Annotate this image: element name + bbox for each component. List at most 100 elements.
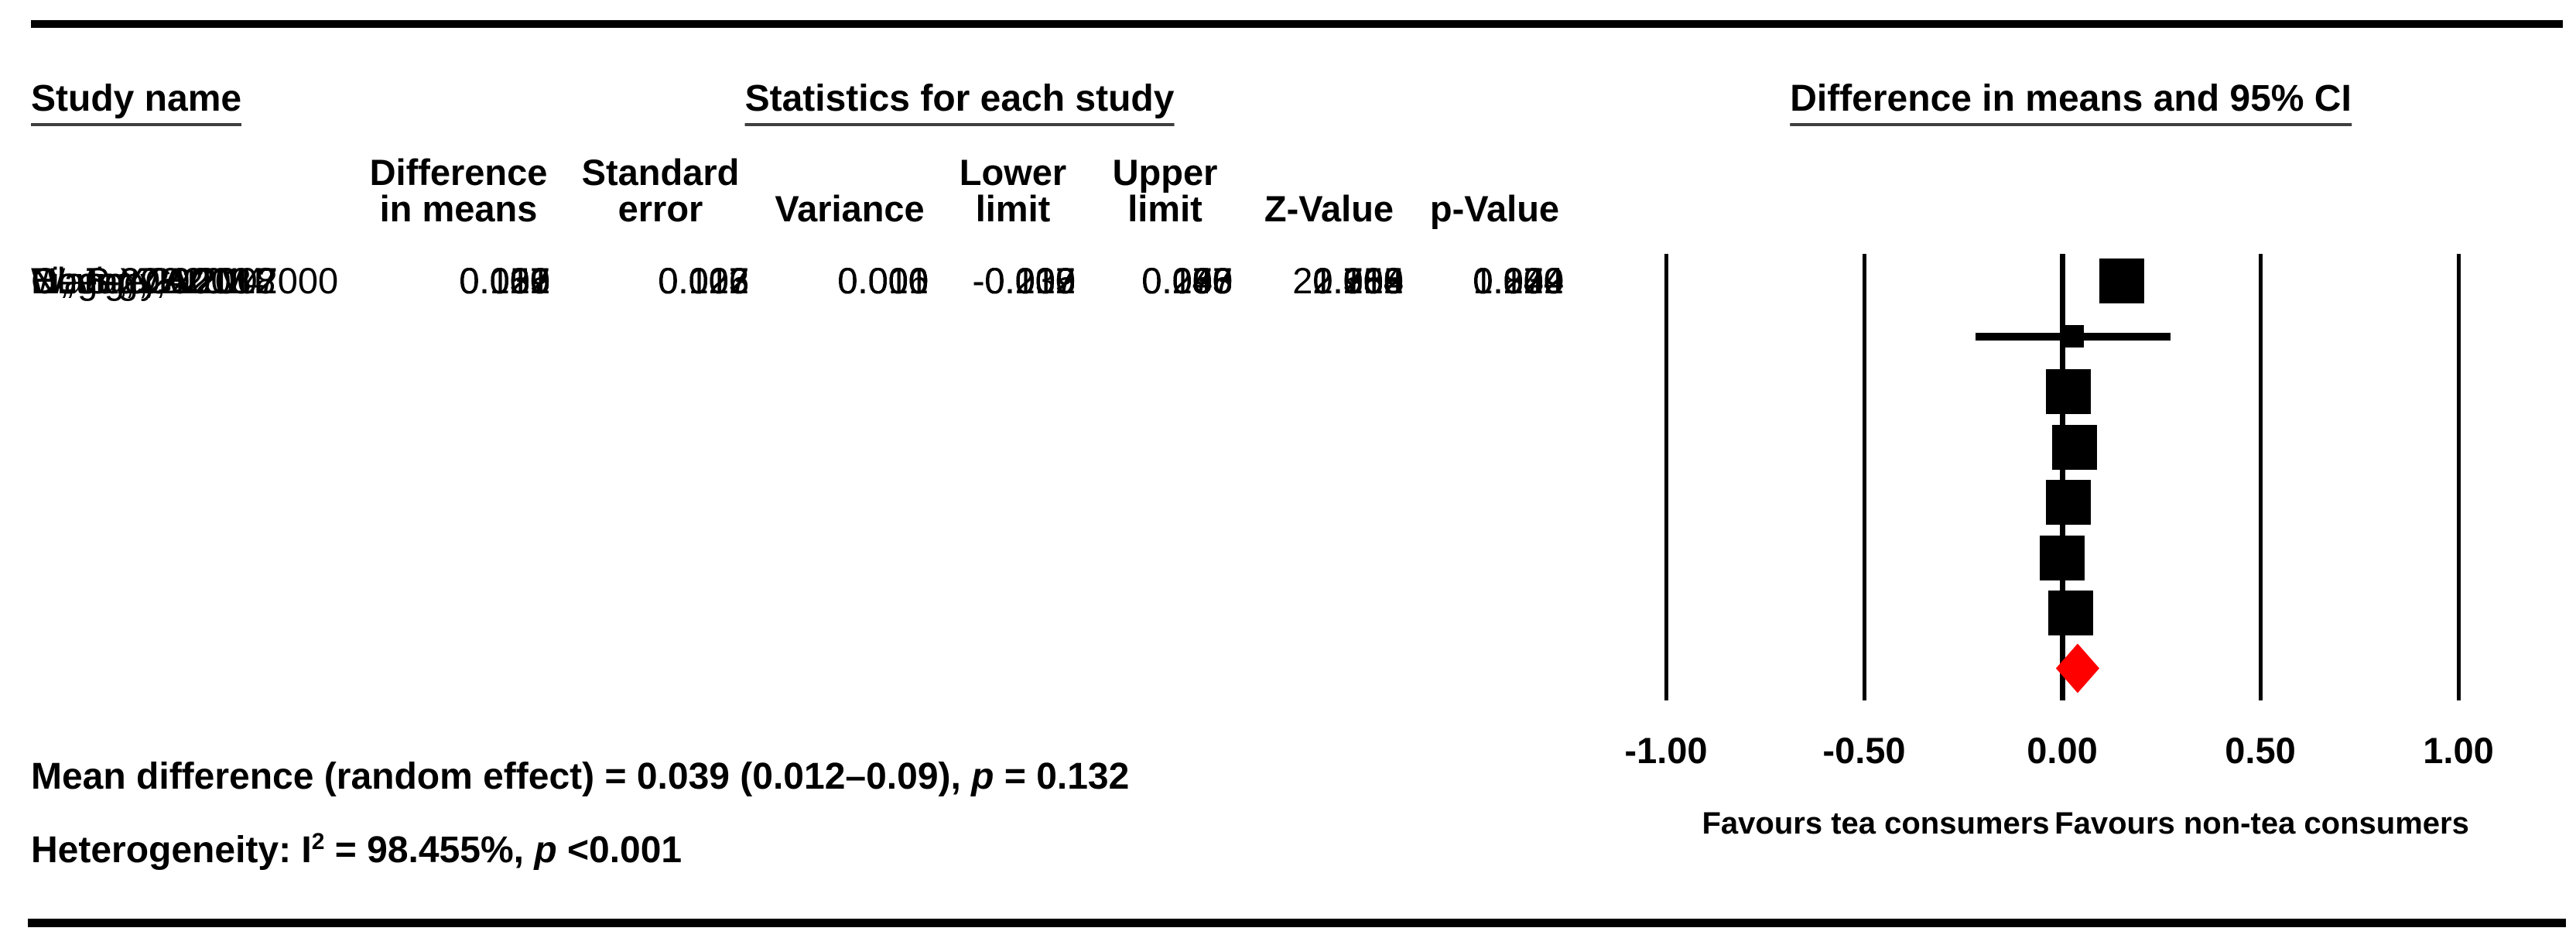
table-row: Ni, S.2021 0.151 0.007 0.000 0.137 0.165 20.91…: [31, 253, 1575, 309]
value-cell: 0.030: [1141, 260, 1233, 302]
axis-gridline: [2258, 254, 2263, 700]
value-cell: 0.215: [1312, 260, 1404, 302]
study-name-cell: Wang, G.2014: [31, 260, 265, 302]
column-header: Standard error: [581, 152, 740, 229]
study-name-header: Study name: [31, 80, 242, 126]
value-cell: 0.165: [1141, 260, 1233, 302]
value-cell: 0.000: [837, 260, 929, 302]
stats-column-headers: Difference in means Standard error Varian…: [31, 154, 1575, 227]
axis-gridline: [1862, 254, 1866, 700]
value-cell: 1.153: [1312, 260, 1404, 302]
value-cell: -0.012: [972, 260, 1076, 302]
value-cell: 0.005: [984, 260, 1076, 302]
value-cell: 0.126: [658, 260, 749, 302]
summary-p-value: = 0.132: [994, 756, 1130, 797]
mean-difference-summary: Mean difference (random effect) = 0.039 …: [31, 755, 1129, 798]
value-cell: 2.318: [1312, 260, 1404, 302]
heterogeneity-p-symbol: p: [534, 830, 557, 871]
value-cell: 0.151: [459, 260, 550, 302]
column-header: Z-Value: [1264, 188, 1394, 229]
study-name-cell: Huang, H.2018: [31, 260, 276, 302]
value-cell: 0.137: [984, 260, 1076, 302]
value-cell: 0.031: [459, 260, 550, 302]
value-cell: 0.057: [1141, 260, 1233, 302]
value-cell: 0.830: [1473, 260, 1564, 302]
study-point-square: [2048, 591, 2094, 635]
study-point-square: [2046, 369, 2092, 414]
value-cell: 0.000: [459, 260, 550, 302]
value-cell: 1.000: [1473, 260, 1564, 302]
value-cell: 0.000: [1312, 260, 1404, 302]
study-point-square: [2051, 424, 2097, 470]
value-cell: -0.010: [972, 260, 1076, 302]
summary-text: Mean difference (random effect) = 0.039 …: [31, 756, 972, 797]
value-cell: 0.005: [1141, 260, 1233, 302]
value-cell: 0.273: [1141, 260, 1233, 302]
value-cell: 0.000: [837, 260, 929, 302]
favours-left-label: Favours tea consumers: [1702, 806, 2050, 841]
study-point-square: [2045, 480, 2091, 525]
value-cell: 0.000: [837, 260, 929, 302]
value-cell: 0.013: [658, 260, 749, 302]
column-header: Lower limit: [959, 152, 1067, 229]
study-name-cell: Hegarty, V. M.2000: [31, 260, 339, 302]
value-cell: 0.013: [658, 260, 749, 302]
bottom-border-rule: [28, 919, 2566, 927]
value-cell: 0.249: [1473, 260, 1564, 302]
value-cell: 0.015: [459, 260, 550, 302]
heterogeneity-value: = 98.455%,: [324, 830, 535, 871]
study-name-cell: Chen, Z.2003: [31, 260, 251, 302]
table-row: Chen, Z.2003 0.000 0.003 0.000 -0.005 0.005 0.…: [31, 253, 1575, 309]
table-row: Huang, H.2018 0.016 0.007 0.000 0.002 0.030 2.…: [31, 253, 1575, 309]
axis-gridline: [1664, 254, 1668, 700]
statistics-header: Statistics for each study: [744, 80, 1175, 126]
study-point-square: [2040, 535, 2085, 580]
value-cell: 0.022: [459, 260, 550, 302]
value-cell: 0.000: [1473, 260, 1564, 302]
value-cell: 0.000: [837, 260, 929, 302]
axis-gridline: [2456, 254, 2461, 700]
value-cell: 0.007: [658, 260, 749, 302]
x-tick-label: -1.00: [1624, 730, 1708, 771]
value-cell: -0.005: [972, 260, 1076, 302]
value-cell: 0.027: [459, 260, 550, 302]
x-tick-label: -0.50: [1822, 730, 1906, 771]
value-cell: 0.003: [658, 260, 749, 302]
heterogeneity-text: Heterogeneity: I: [31, 830, 312, 871]
study-point-square: [2061, 325, 2085, 348]
x-tick-label: 0.00: [2027, 730, 2098, 771]
value-cell: 0.016: [837, 260, 929, 302]
value-cell: 1.789: [1312, 260, 1404, 302]
favours-right-label: Favours non-tea consumers: [2054, 806, 2469, 841]
value-cell: 1.504: [1312, 260, 1404, 302]
column-header: Upper limit: [1112, 152, 1218, 229]
value-cell: 0.000: [837, 260, 929, 302]
summary-p-symbol: p: [971, 756, 994, 797]
study-name-cell: Ni, S.2021: [31, 260, 201, 302]
value-cell: 0.020: [1473, 260, 1564, 302]
column-header: Variance: [775, 188, 925, 229]
value-cell: -0.219: [972, 260, 1076, 302]
study-name-cell: Li, J.-Y.2021: [31, 260, 231, 302]
heterogeneity-summary: Heterogeneity: I2 = 98.455%, p <0.001: [31, 829, 682, 871]
heterogeneity-p-value: <0.001: [556, 830, 682, 871]
table-row: Li, J.-Y.2021 0.027 0.126 0.016 -0.219 0.273 0…: [31, 253, 1575, 309]
value-cell: 0.001: [837, 260, 929, 302]
value-cell: 0.012: [658, 260, 749, 302]
table-row: Devine, A.2007 0.015 0.013 0.000 -0.010 0.040…: [31, 253, 1575, 309]
column-header: p-Value: [1429, 188, 1560, 229]
value-cell: 0.016: [459, 260, 550, 302]
value-cell: -0.002: [972, 260, 1076, 302]
value-cell: 0.002: [984, 260, 1076, 302]
study-point-square: [2099, 259, 2145, 303]
value-cell: 0.132: [1473, 260, 1564, 302]
top-border-rule: [31, 20, 2563, 28]
value-cell: 0.046: [1141, 260, 1233, 302]
value-cell: 0.090: [1141, 260, 1233, 302]
table-row: Wang, G.2014 0.031 0.013 0.000 0.005 0.057 2.3…: [31, 253, 1575, 309]
zero-gridline: [2059, 254, 2065, 700]
plot-title: Difference in means and 95% CI: [1790, 80, 2352, 126]
x-tick-label: 1.00: [2423, 730, 2494, 771]
value-cell: 0.007: [658, 260, 749, 302]
